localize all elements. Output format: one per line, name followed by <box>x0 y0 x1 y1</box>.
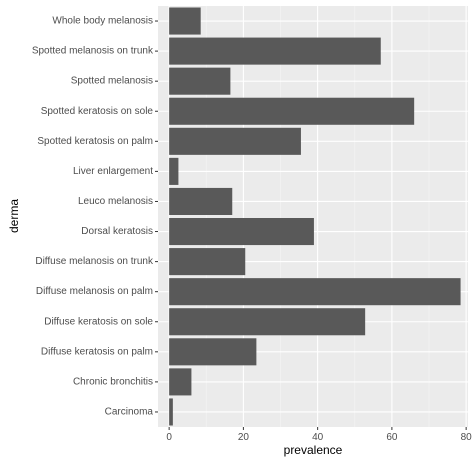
y-tick-label: Chronic bronchitis <box>73 376 153 387</box>
bar <box>169 97 415 125</box>
y-axis-ticks: Whole body melanosis Spotted melanosis on… <box>32 16 158 417</box>
x-tick-label: 60 <box>386 432 398 443</box>
x-axis-title: prevalence <box>284 443 343 457</box>
x-tick-label: 0 <box>166 432 172 443</box>
x-tick-label: 80 <box>461 432 473 443</box>
y-tick-label: Diffuse keratosis on palm <box>41 346 153 357</box>
bar <box>169 67 231 95</box>
y-axis-title: derma <box>7 199 21 233</box>
y-tick-label: Liver enlargement <box>73 166 153 177</box>
y-tick-label: Diffuse keratosis on sole <box>44 316 153 327</box>
y-tick-label: Diffuse melanosis on palm <box>36 286 153 297</box>
bar <box>169 127 301 155</box>
x-tick-label: 20 <box>238 432 250 443</box>
x-tick-label: 40 <box>312 432 324 443</box>
x-axis-ticks: 0 20 40 60 80 <box>166 427 472 443</box>
bar <box>169 7 201 35</box>
bar <box>169 157 179 185</box>
y-tick-label: Spotted keratosis on palm <box>37 136 153 147</box>
bars <box>169 7 461 426</box>
bar <box>169 187 233 215</box>
bar <box>169 37 381 65</box>
y-tick-label: Spotted melanosis on trunk <box>32 46 154 57</box>
y-tick-label: Carcinoma <box>105 406 154 417</box>
bar <box>169 398 173 426</box>
bar <box>169 338 257 366</box>
bar <box>169 278 461 306</box>
bar <box>169 248 246 276</box>
y-tick-label: Spotted melanosis <box>71 76 153 87</box>
bar <box>169 368 192 396</box>
y-tick-label: Spotted keratosis on sole <box>41 106 154 117</box>
y-tick-label: Whole body melanosis <box>52 16 153 27</box>
bar <box>169 218 314 246</box>
bar <box>169 308 366 336</box>
y-tick-label: Dorsal keratosis <box>81 226 153 237</box>
y-tick-label: Diffuse melanosis on trunk <box>35 256 154 267</box>
y-tick-label: Leuco melanosis <box>78 196 153 207</box>
